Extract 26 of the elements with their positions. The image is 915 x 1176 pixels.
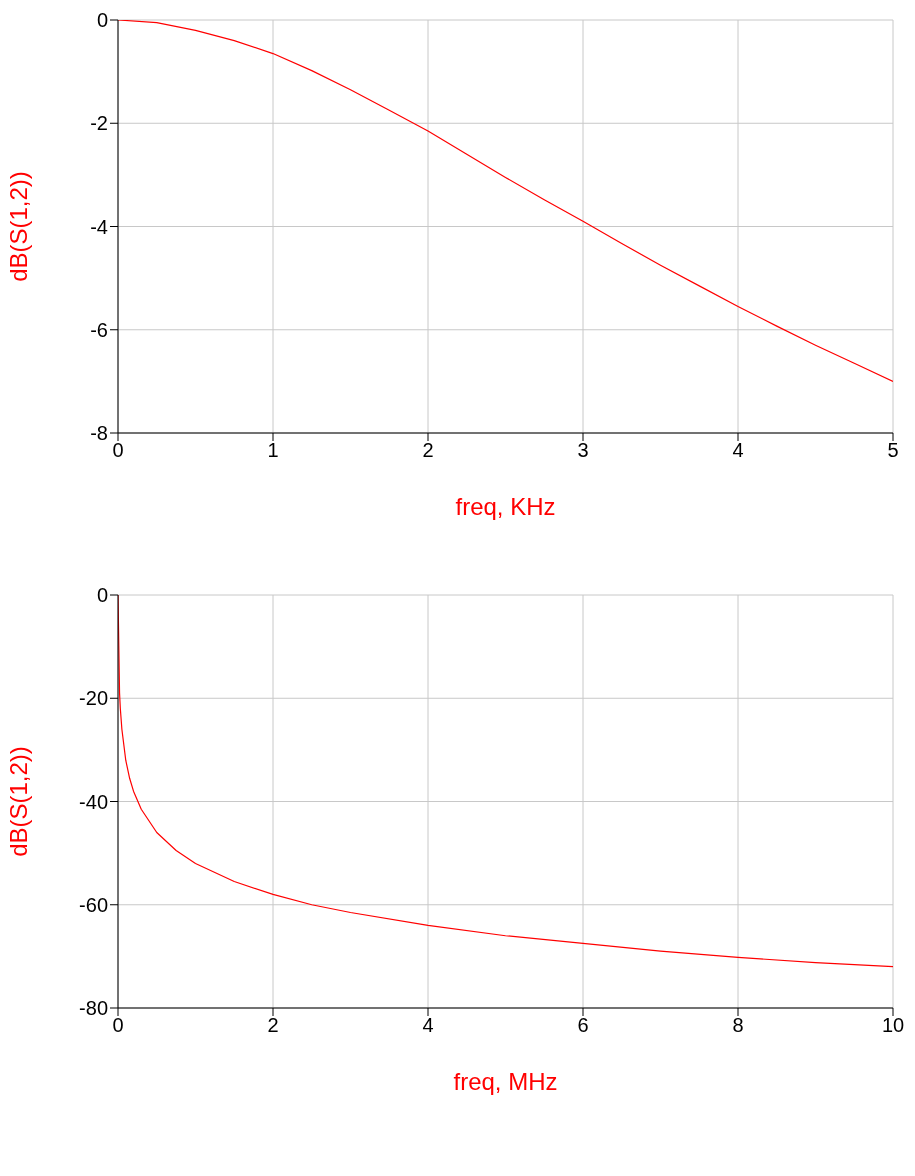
x-axis-title: freq, MHz: [453, 1068, 558, 1095]
y-axis-title: dB(S(1,2)): [4, 746, 32, 857]
y-tick-label: 0: [96, 9, 108, 32]
x-tick-label: 6: [577, 1014, 589, 1037]
y-tick-label: -60: [79, 893, 108, 916]
x-tick-label: 2: [267, 1014, 279, 1037]
y-tick-label: -80: [79, 997, 108, 1020]
x-tick-label: 0: [112, 1014, 124, 1037]
x-tick-label: 4: [732, 439, 744, 462]
y-axis-title: dB(S(1,2)): [4, 171, 32, 282]
y-tick-label: -8: [90, 422, 108, 445]
y-tick-label: -40: [79, 790, 108, 813]
x-tick-label: 10: [881, 1014, 905, 1037]
y-tick-label: -4: [90, 215, 108, 238]
y-tick-label: 0: [96, 584, 108, 607]
y-tick-label: -6: [90, 318, 108, 341]
x-tick-label: 5: [887, 439, 899, 462]
x-tick-label: 8: [732, 1014, 744, 1037]
x-tick-label: 3: [577, 439, 589, 462]
x-tick-label: 2: [422, 439, 434, 462]
x-tick-label: 1: [267, 439, 279, 462]
y-tick-label: -20: [79, 687, 108, 710]
x-tick-label: 4: [422, 1014, 434, 1037]
x-axis-title: freq, KHz: [455, 493, 556, 520]
y-tick-label: -2: [90, 112, 108, 135]
x-tick-label: 0: [112, 439, 124, 462]
